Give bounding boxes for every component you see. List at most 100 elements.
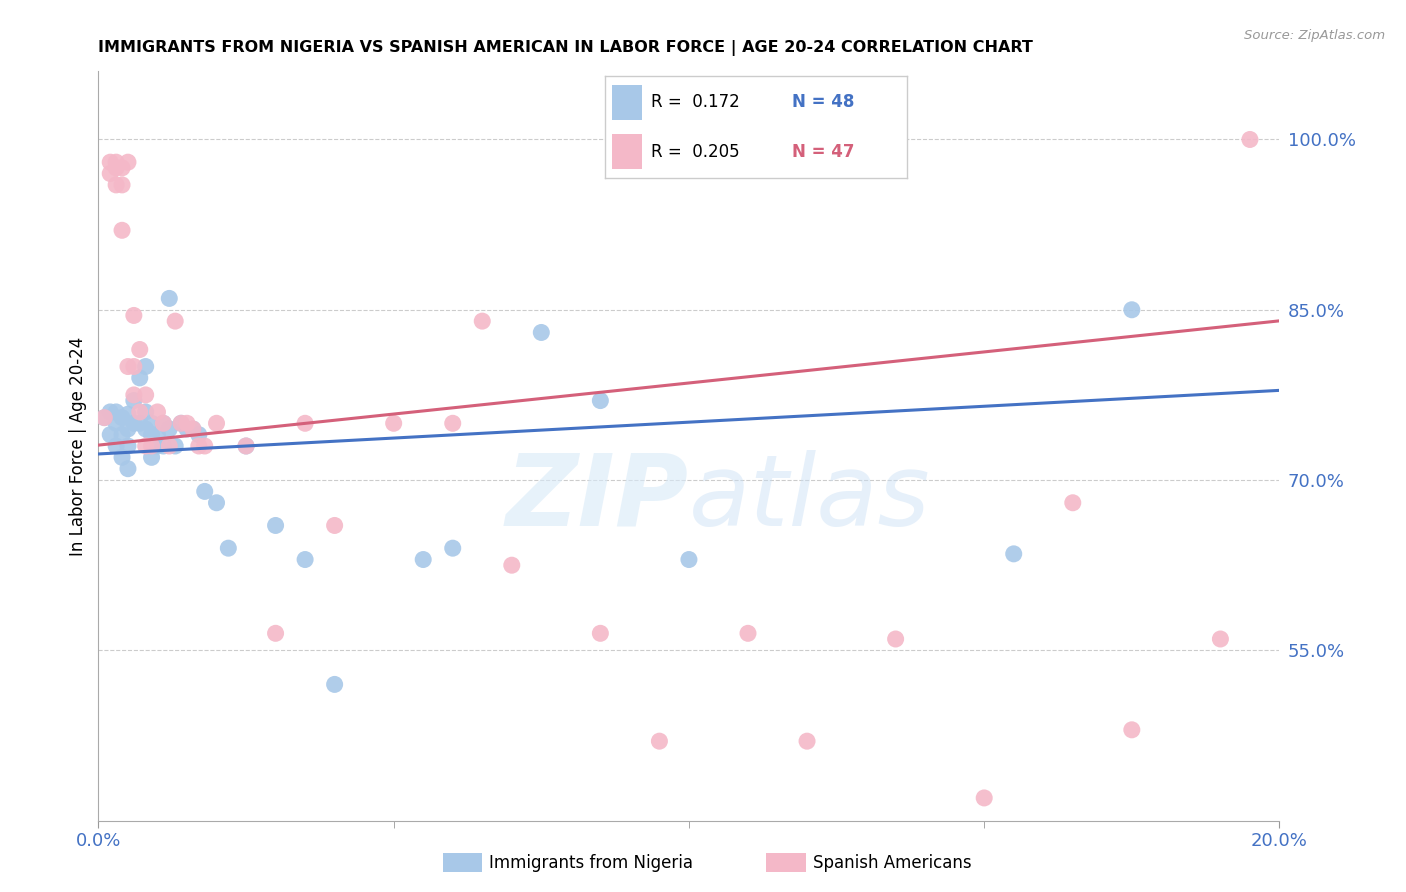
Point <box>146 439 169 453</box>
Point <box>122 393 145 408</box>
Point <box>122 388 145 402</box>
Point <box>589 393 612 408</box>
Text: N = 47: N = 47 <box>792 143 855 161</box>
Point <box>98 405 121 419</box>
Point <box>323 518 346 533</box>
Point <box>589 626 612 640</box>
Y-axis label: In Labor Force | Age 20-24: In Labor Force | Age 20-24 <box>69 336 87 556</box>
Text: N = 48: N = 48 <box>792 94 855 112</box>
Point <box>176 422 198 436</box>
Point <box>501 558 523 573</box>
Point <box>157 439 180 453</box>
Point <box>117 439 139 453</box>
Point <box>176 417 198 431</box>
Point <box>117 359 139 374</box>
Point <box>441 417 464 431</box>
Point <box>105 417 128 431</box>
Point <box>205 496 228 510</box>
Point <box>105 178 128 192</box>
Point <box>217 541 239 556</box>
Point <box>128 343 150 357</box>
Text: Immigrants from Nigeria: Immigrants from Nigeria <box>489 854 693 871</box>
Point <box>187 439 209 453</box>
Point <box>105 161 128 175</box>
Point <box>1209 632 1232 646</box>
Point <box>412 552 434 566</box>
Point <box>111 178 134 192</box>
Point <box>111 161 134 175</box>
Point <box>1121 723 1143 737</box>
Point <box>165 314 187 328</box>
Point <box>441 541 464 556</box>
Point <box>323 677 346 691</box>
Text: IMMIGRANTS FROM NIGERIA VS SPANISH AMERICAN IN LABOR FORCE | AGE 20-24 CORRELATI: IMMIGRANTS FROM NIGERIA VS SPANISH AMERI… <box>98 40 1033 56</box>
Point <box>530 326 553 340</box>
Point <box>157 292 180 306</box>
Point <box>294 552 316 566</box>
Point <box>973 791 995 805</box>
Point <box>264 518 287 533</box>
Point <box>294 417 316 431</box>
Point <box>1062 496 1084 510</box>
Text: R =  0.172: R = 0.172 <box>651 94 740 112</box>
Point <box>117 407 139 421</box>
Point <box>194 484 217 499</box>
Point <box>796 734 818 748</box>
Point <box>165 439 187 453</box>
Point <box>648 734 671 748</box>
Bar <box>612 85 643 120</box>
Point <box>117 461 139 475</box>
Point <box>382 417 405 431</box>
Point <box>1121 302 1143 317</box>
Point <box>141 439 163 453</box>
Point <box>111 410 134 425</box>
Point <box>105 439 128 453</box>
Point <box>264 626 287 640</box>
Point <box>98 427 121 442</box>
Point <box>235 439 257 453</box>
Point <box>884 632 907 646</box>
Text: Spanish Americans: Spanish Americans <box>813 854 972 871</box>
Point <box>141 417 163 431</box>
Point <box>146 405 169 419</box>
Text: atlas: atlas <box>689 450 931 547</box>
Point <box>117 422 139 436</box>
Point <box>152 417 174 431</box>
Point <box>105 155 128 169</box>
Point <box>152 417 174 431</box>
Point <box>111 223 134 237</box>
Point <box>122 359 145 374</box>
Point <box>128 405 150 419</box>
Point <box>471 314 494 328</box>
Point <box>1002 547 1025 561</box>
Point <box>737 626 759 640</box>
Point <box>122 417 145 431</box>
Point <box>98 167 121 181</box>
Point <box>93 410 115 425</box>
Text: R =  0.205: R = 0.205 <box>651 143 740 161</box>
Point <box>128 371 150 385</box>
Point <box>122 309 145 323</box>
Point <box>152 439 174 453</box>
Point <box>111 450 134 465</box>
Point <box>205 417 228 431</box>
Point <box>111 427 134 442</box>
Point <box>194 439 217 453</box>
Point <box>146 427 169 442</box>
Point <box>1239 132 1261 146</box>
Point <box>170 417 193 431</box>
Point <box>235 439 257 453</box>
Bar <box>612 135 643 169</box>
Point <box>93 410 115 425</box>
Text: Source: ZipAtlas.com: Source: ZipAtlas.com <box>1244 29 1385 42</box>
Point <box>141 450 163 465</box>
Point <box>181 422 204 436</box>
Point <box>187 427 209 442</box>
Point <box>135 439 157 453</box>
Point <box>105 405 128 419</box>
Point <box>135 405 157 419</box>
Point <box>117 155 139 169</box>
Point <box>157 422 180 436</box>
Point <box>128 417 150 431</box>
Point <box>135 388 157 402</box>
